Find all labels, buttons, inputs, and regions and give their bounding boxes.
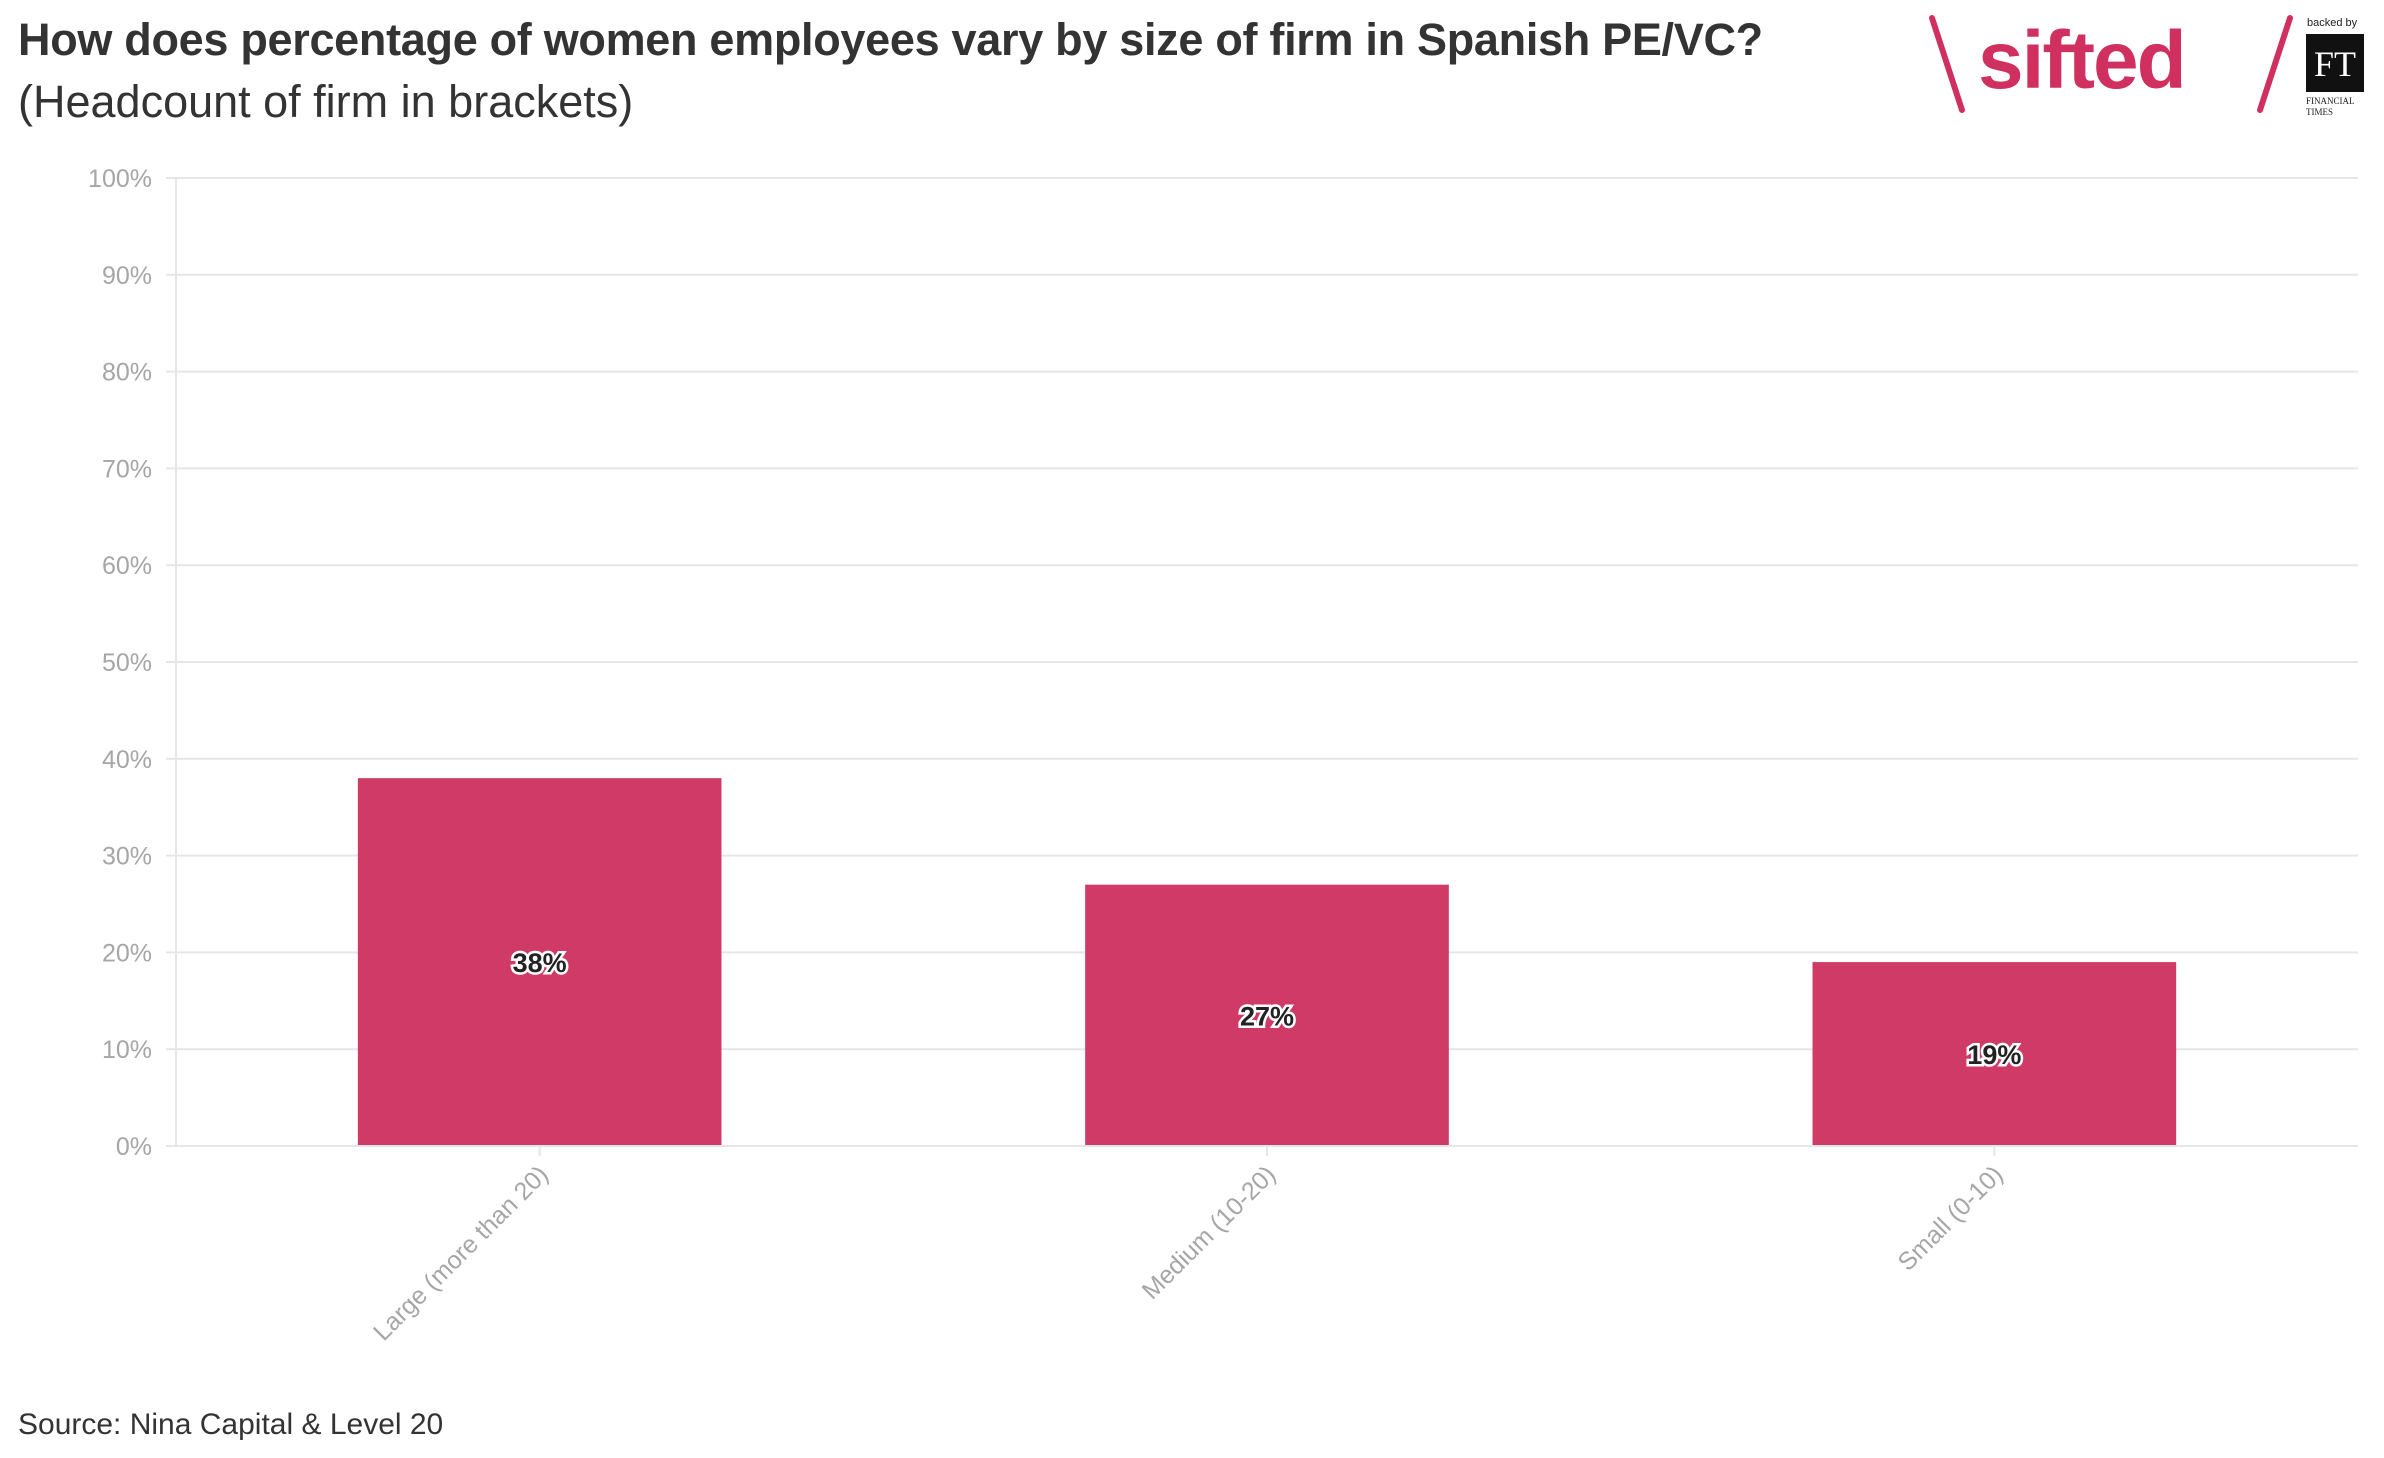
chart-title: How does percentage of women employees v…	[18, 14, 1763, 65]
x-axis: Large (more than 20) Medium (10-20) Small …	[176, 1145, 2358, 1346]
bar	[1812, 962, 2177, 1146]
y-tick-label: 40%	[102, 746, 152, 774]
ft-mark: FT	[2314, 44, 2356, 84]
ft-line2: TIMES	[2306, 107, 2333, 117]
y-tick-label: 0%	[116, 1133, 152, 1161]
logo-backslash	[1929, 15, 1965, 113]
logo-brand-text: sifted	[1978, 15, 2185, 106]
bar	[1085, 884, 1449, 1146]
source-note: Source: Nina Capital & Level 20	[18, 1408, 444, 1441]
y-tick-label: 10%	[102, 1036, 152, 1064]
data-label: 19%	[1967, 1040, 2021, 1070]
y-tick-label: 70%	[102, 455, 152, 483]
sifted-ft-logo: sifted backed by FT FINANCIAL TIMES	[1929, 15, 2364, 117]
ft-line1: FINANCIAL	[2306, 96, 2355, 106]
y-tick-label: 80%	[102, 359, 152, 387]
y-tick-label: 30%	[102, 843, 152, 871]
bar	[357, 778, 722, 1146]
x-tick-label: Medium (10-20)	[1137, 1160, 1282, 1305]
y-tick-label: 50%	[102, 649, 152, 677]
data-label: 38%	[513, 948, 567, 978]
bars	[357, 778, 2177, 1146]
bar-chart: 0% 10% 20% 30% 40% 50% 60% 70% 80% 90% 100% Large …	[88, 165, 2358, 1346]
x-tick-label: Small (0-10)	[1892, 1160, 2008, 1276]
logo-backed-by: backed by	[2307, 17, 2358, 29]
y-tick-label: 20%	[102, 939, 152, 967]
data-labels: 38% 27% 19%	[510, 946, 2024, 1073]
logo-slash	[2257, 15, 2293, 113]
y-axis: 0% 10% 20% 30% 40% 50% 60% 70% 80% 90% 100%	[88, 165, 177, 1161]
y-tick-label: 90%	[102, 262, 152, 290]
data-label: 27%	[1240, 1001, 1294, 1031]
chart-subtitle: (Headcount of firm in brackets)	[18, 76, 634, 127]
y-tick-label: 100%	[88, 165, 152, 193]
ft-logo-icon	[2306, 34, 2364, 92]
x-tick-label: Large (more than 20)	[368, 1160, 554, 1346]
y-tick-label: 60%	[102, 552, 152, 580]
